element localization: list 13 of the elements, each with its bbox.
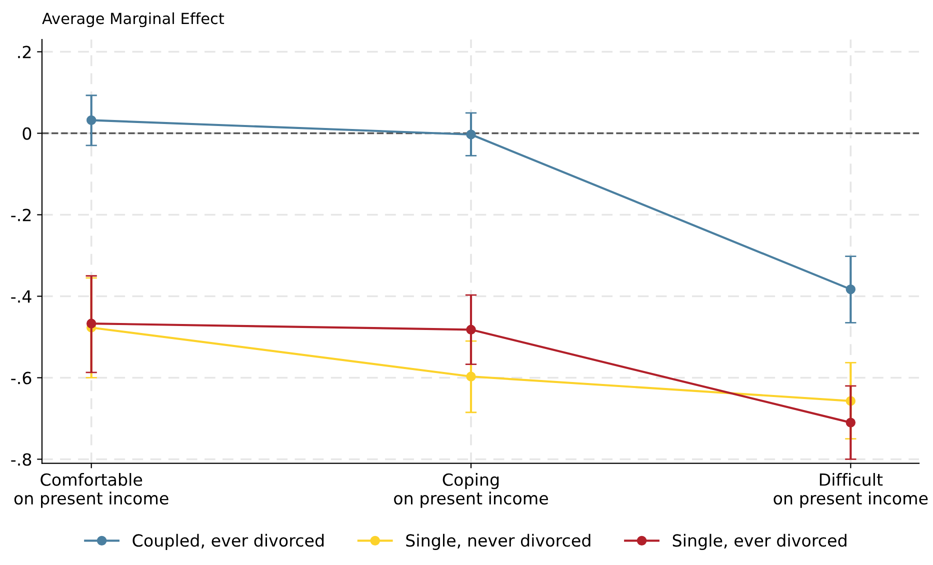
y-axis-title: Average Marginal Effect: [42, 12, 224, 28]
x-tick-label: Difficult on present income: [774, 473, 928, 508]
y-tick-label: -.4: [11, 290, 32, 303]
legend-label: Single, ever divorced: [672, 534, 846, 550]
x-tick-label: Comfortable on present income: [14, 473, 168, 508]
legend-label: Coupled, ever divorced: [132, 534, 324, 550]
legend-label: Single, never divorced: [406, 534, 590, 550]
y-tick-label: -.2: [11, 208, 31, 222]
y-tick-label: -.8: [11, 453, 32, 466]
x-tick-label: Coping on present income: [394, 473, 548, 508]
y-tick-label: 0: [22, 127, 32, 140]
y-tick-label: -.6: [11, 372, 32, 384]
y-tick-label: .2: [18, 46, 31, 58]
